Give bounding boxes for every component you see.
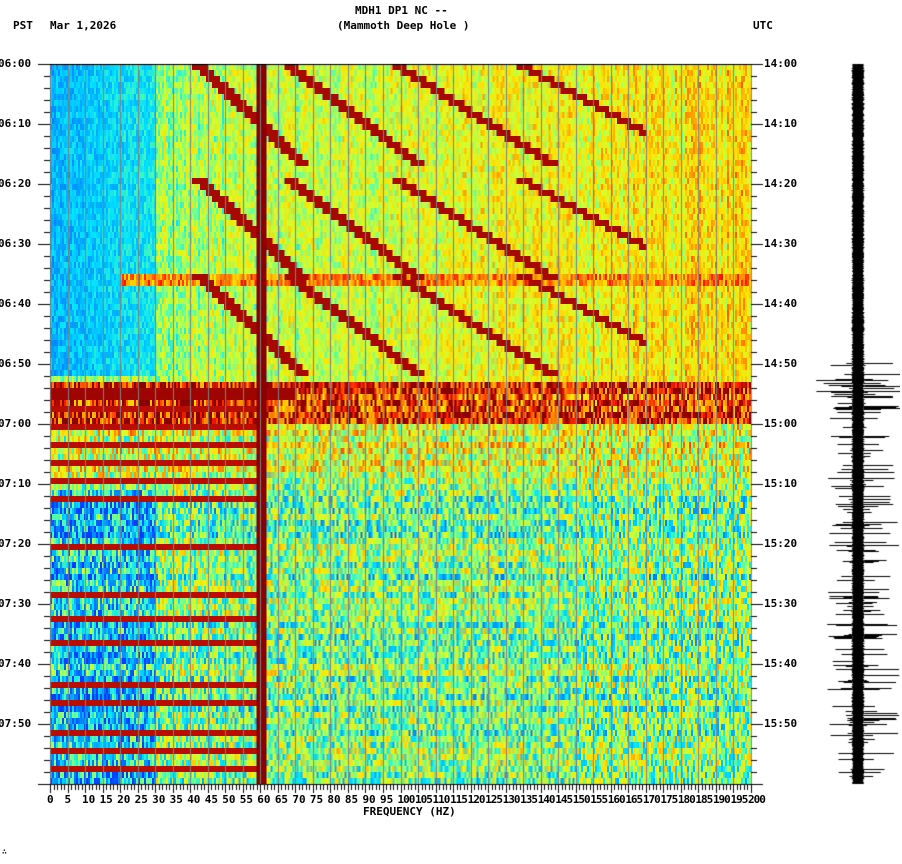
seismogram-trace <box>800 60 900 790</box>
x-tick: 140 <box>537 793 556 806</box>
x-tick: 15 <box>99 793 113 806</box>
y-tick-right: 14:40 <box>764 297 798 310</box>
y-tick-left: 06:20 <box>0 177 32 190</box>
x-tick: 180 <box>677 793 696 806</box>
x-tick: 200 <box>748 793 766 806</box>
x-tick: 80 <box>327 793 341 806</box>
x-tick: 0 <box>47 793 54 806</box>
y-tick-right: 14:30 <box>764 237 798 250</box>
y-tick-left: 07:30 <box>0 597 32 610</box>
x-tick: 110 <box>432 793 451 806</box>
x-tick: 40 <box>187 793 201 806</box>
x-tick: 75 <box>309 793 324 806</box>
y-tick-left: 07:10 <box>0 477 32 490</box>
y-tick-right: 15:50 <box>764 717 798 730</box>
x-tick: 145 <box>555 793 573 806</box>
x-tick: 150 <box>572 793 591 806</box>
y-tick-left: 07:50 <box>0 717 32 730</box>
y-tick-right: 15:10 <box>764 477 798 490</box>
x-tick: 65 <box>274 793 289 806</box>
x-tick: 165 <box>625 793 643 806</box>
y-tick-right: 15:40 <box>764 657 798 670</box>
x-tick: 30 <box>152 793 166 806</box>
footer-mark: ∴ <box>2 847 7 856</box>
y-tick-left: 07:00 <box>0 417 32 430</box>
y-tick-right: 15:00 <box>764 417 798 430</box>
x-tick: 50 <box>222 793 236 806</box>
x-tick: 120 <box>467 793 486 806</box>
x-tick: 130 <box>502 793 521 806</box>
x-tick: 60 <box>257 793 271 806</box>
y-tick-left: 06:40 <box>0 297 32 310</box>
x-tick: 155 <box>590 793 608 806</box>
y-tick-left: 07:40 <box>0 657 32 670</box>
x-tick: 90 <box>362 793 376 806</box>
x-tick: 190 <box>712 793 731 806</box>
y-tick-right: 14:50 <box>764 357 798 370</box>
x-tick: 45 <box>204 793 218 806</box>
x-tick: 175 <box>660 793 678 806</box>
x-tick: 25 <box>134 793 148 806</box>
x-tick: 170 <box>642 793 661 806</box>
x-tick: 160 <box>607 793 626 806</box>
y-tick-left: 06:30 <box>0 237 32 250</box>
y-tick-right: 14:00 <box>764 57 798 70</box>
x-tick: 10 <box>82 793 96 806</box>
y-tick-left: 06:50 <box>0 357 32 370</box>
x-tick: 85 <box>344 793 359 806</box>
x-tick: 135 <box>520 793 538 806</box>
y-tick-right: 14:10 <box>764 117 798 130</box>
x-tick: 125 <box>485 793 503 806</box>
y-tick-right: 15:20 <box>764 537 798 550</box>
y-tick-right: 15:30 <box>764 597 798 610</box>
y-tick-right: 14:20 <box>764 177 798 190</box>
x-tick: 100 <box>397 793 416 806</box>
y-tick-left: 07:20 <box>0 537 32 550</box>
x-tick: 95 <box>379 793 394 806</box>
x-tick: 20 <box>117 793 131 806</box>
x-tick: 5 <box>64 793 72 806</box>
y-tick-left: 06:10 <box>0 117 32 130</box>
x-tick: 185 <box>695 793 713 806</box>
x-tick: 105 <box>415 793 433 806</box>
y-tick-left: 06:00 <box>0 57 32 70</box>
x-tick: 115 <box>450 793 468 806</box>
x-tick: 70 <box>292 793 306 806</box>
x-tick: 35 <box>169 793 183 806</box>
x-tick: 55 <box>239 793 254 806</box>
x-axis-title: FREQUENCY (HZ) <box>363 805 456 818</box>
x-tick: 195 <box>730 793 748 806</box>
